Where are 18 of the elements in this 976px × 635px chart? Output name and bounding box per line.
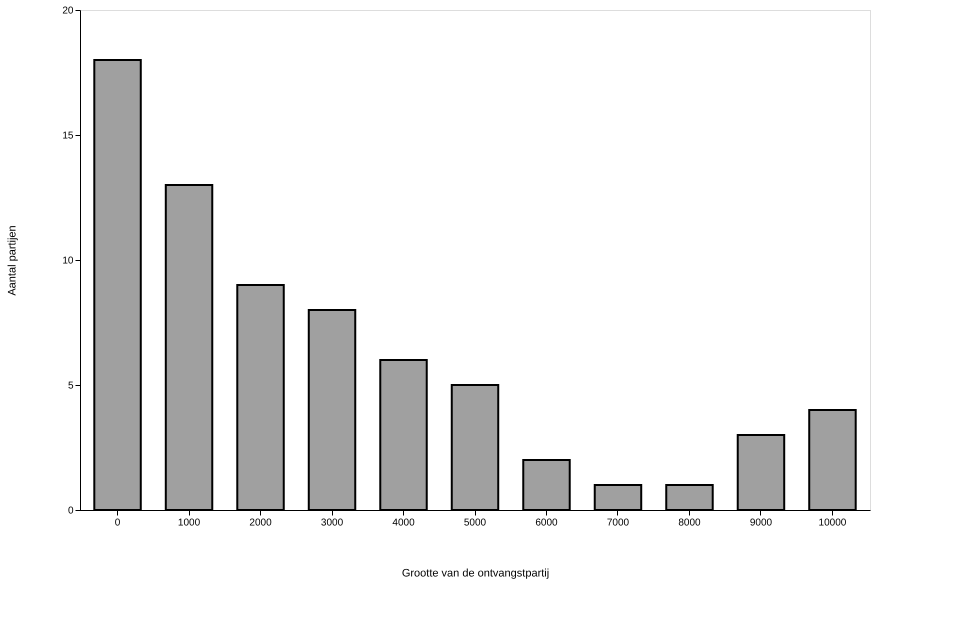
y-tick-label: 0: [68, 506, 74, 516]
x-tick-label: 1000: [178, 518, 201, 528]
x-tick-label: 10000: [818, 518, 847, 528]
x-tick-label: 7000: [606, 518, 630, 528]
x-tick-label: 3000: [320, 518, 344, 528]
y-tick-label: 5: [68, 380, 74, 392]
x-tick-label: 8000: [678, 518, 702, 528]
y-tick-label: 15: [62, 130, 74, 142]
y-axis-title: Aantal partijen: [6, 225, 18, 296]
x-tick-label: 2000: [249, 518, 272, 528]
x-tick-label: 0: [114, 518, 121, 528]
x-tick-label: 6000: [535, 518, 558, 528]
x-tick-label: 4000: [392, 518, 416, 528]
y-tick-label: 10: [62, 256, 74, 266]
x-axis-title: Grootte van de ontvangstpartij: [402, 568, 550, 580]
y-tick-label: 20: [62, 6, 74, 16]
x-tick-label: 9000: [750, 518, 773, 528]
x-tick-label: 5000: [464, 518, 487, 528]
